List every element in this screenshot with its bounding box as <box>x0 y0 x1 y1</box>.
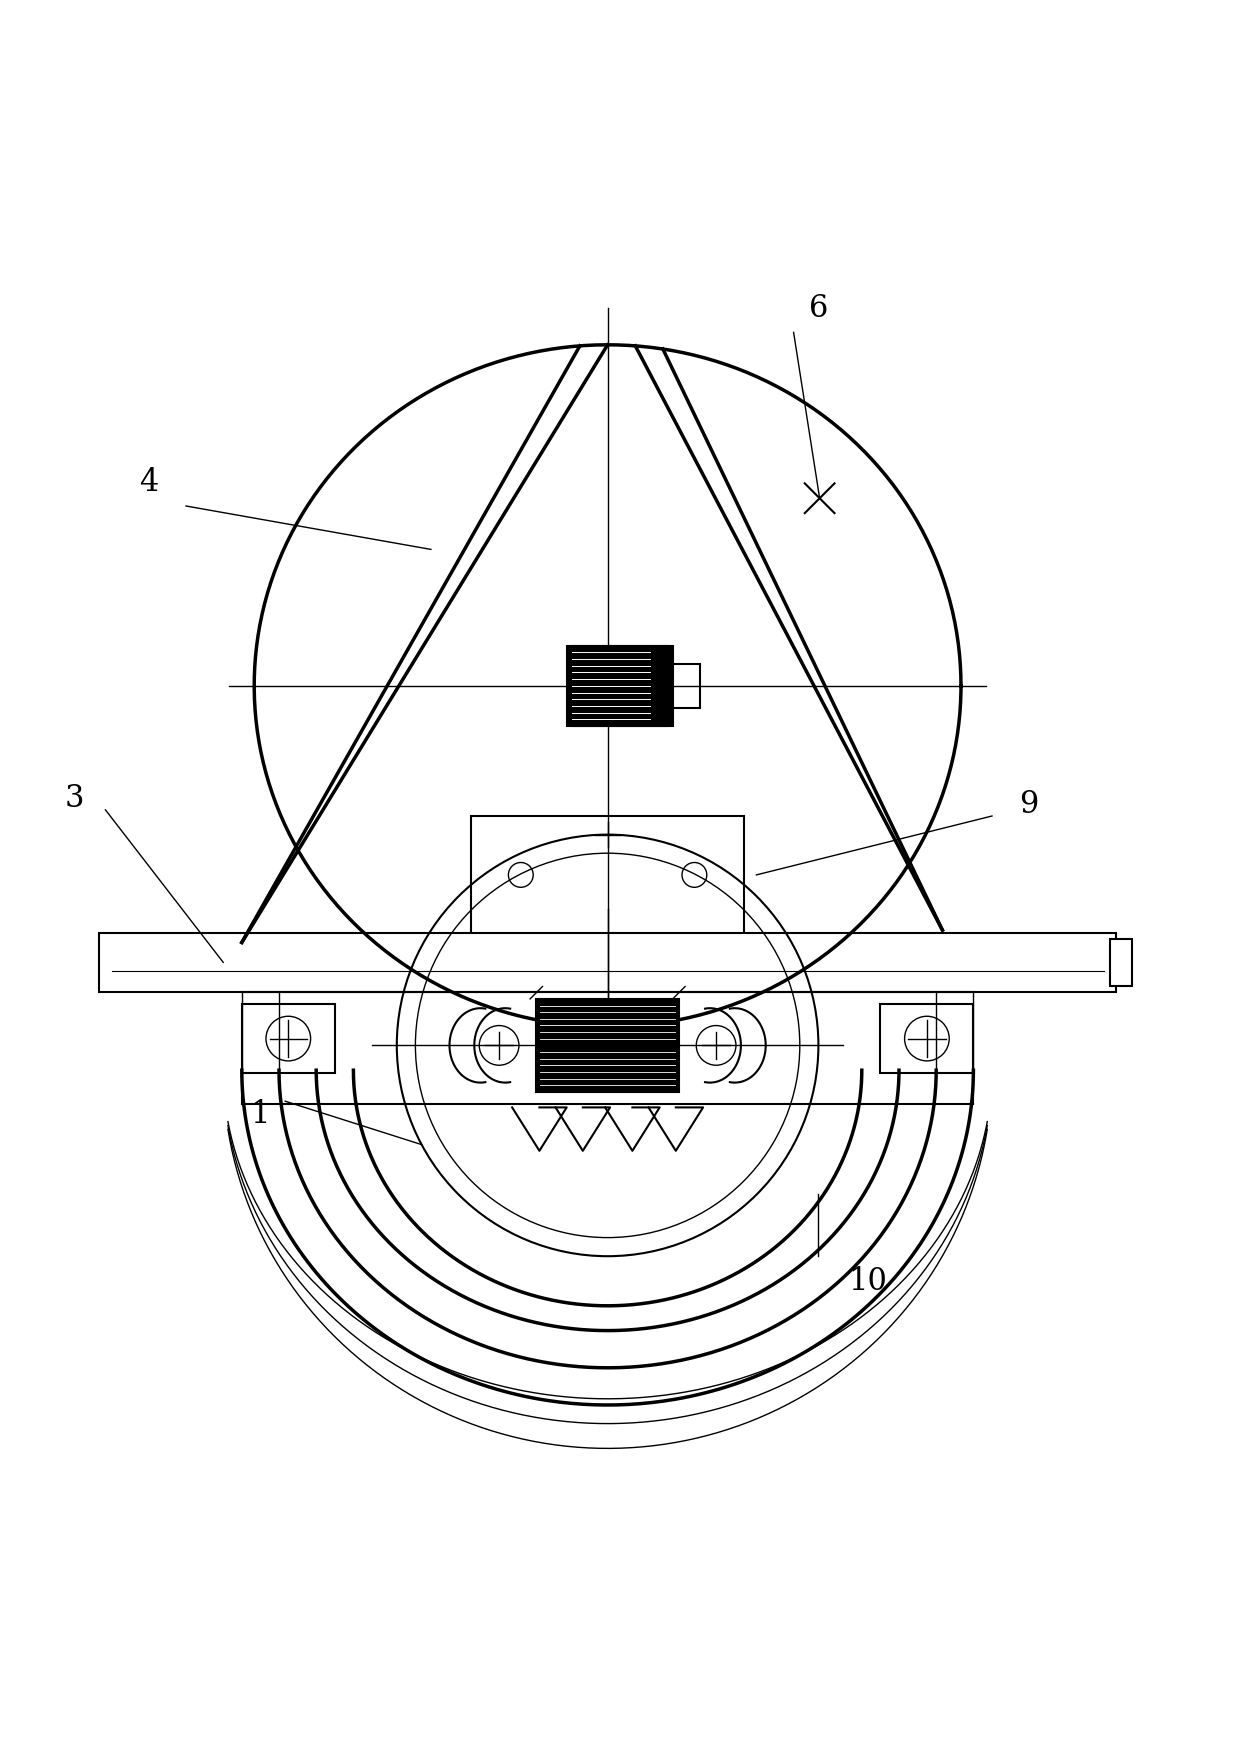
Text: 6: 6 <box>808 293 828 323</box>
Bar <box>471 817 744 935</box>
Text: 4: 4 <box>139 466 159 497</box>
Bar <box>536 1000 680 1093</box>
Bar <box>672 664 699 708</box>
Bar <box>880 1005 973 1074</box>
Text: 10: 10 <box>848 1265 888 1297</box>
Text: 9: 9 <box>1019 789 1039 819</box>
Bar <box>99 933 1116 993</box>
Bar <box>1110 940 1132 986</box>
Text: 3: 3 <box>64 782 84 813</box>
Bar <box>568 647 672 727</box>
Text: 1: 1 <box>250 1098 270 1130</box>
Bar <box>242 1005 335 1074</box>
